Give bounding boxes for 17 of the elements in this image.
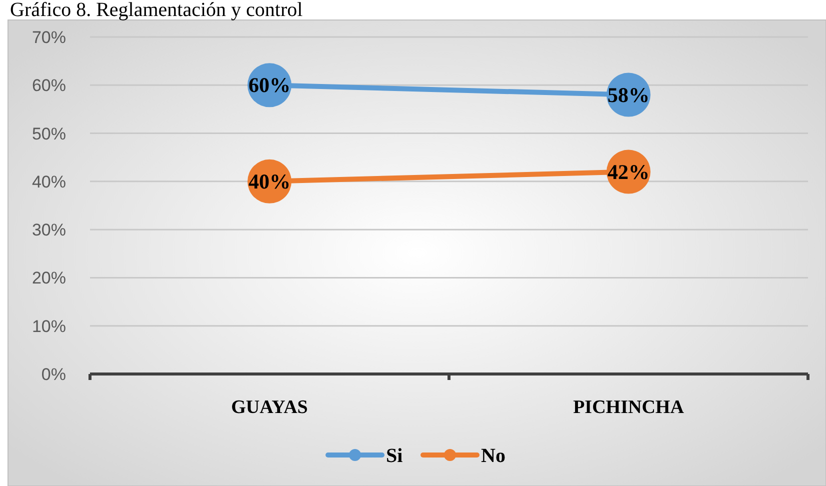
y-tick-label: 50%	[32, 124, 66, 144]
legend-label: No	[481, 445, 506, 467]
y-tick-label: 30%	[32, 220, 66, 240]
data-label: 58%	[608, 82, 650, 107]
legend-label: Si	[386, 445, 404, 467]
y-tick-label: 0%	[41, 365, 66, 384]
x-tick-label: PICHINCHA	[573, 397, 684, 418]
chart-title: Gráfico 8. Reglamentación y control	[10, 0, 304, 21]
data-label: 42%	[608, 160, 650, 184]
data-label: 60%	[248, 73, 290, 98]
y-tick-label: 70%	[32, 28, 66, 47]
y-tick-label: 20%	[32, 268, 66, 288]
x-tick-label: GUAYAS	[231, 397, 308, 418]
y-tick-label: 40%	[32, 172, 66, 192]
y-tick-label: 60%	[32, 76, 66, 96]
y-tick-label: 10%	[32, 316, 66, 336]
data-label: 40%	[248, 169, 290, 194]
